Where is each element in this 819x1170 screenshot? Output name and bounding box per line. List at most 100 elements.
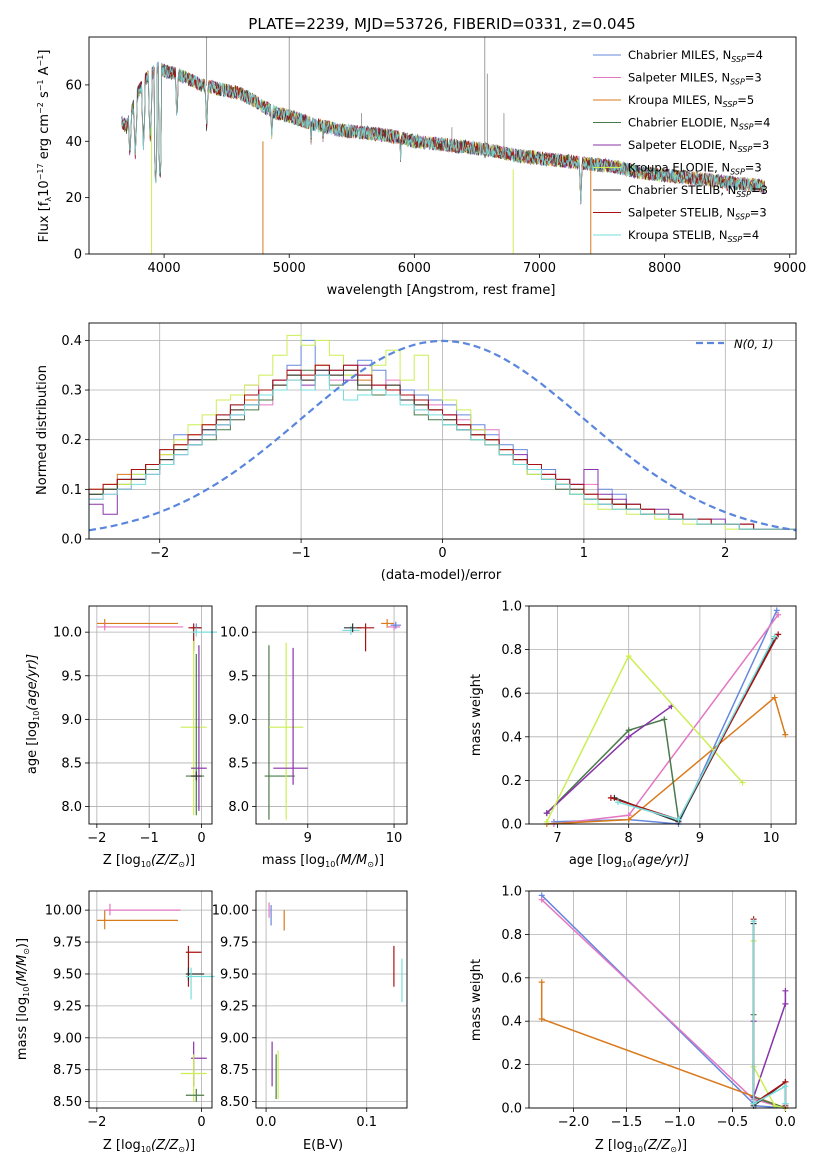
weight-marker-kroupa-stelib (675, 816, 682, 823)
mass_vs_Z-xtick-label: 0 (197, 1115, 205, 1130)
mass_vs_Z-axes: −2 0 8.50 8.75 9.00 9.25 9.50 9.75 10.00 (45, 891, 212, 1130)
weight_vs_Z-ytick-label: 0.2 (501, 1058, 522, 1073)
spectrum-ytick-label: 0 (74, 248, 82, 263)
weight-marker-kroupa-stelib (782, 1100, 789, 1107)
weight-marker-salpeter-miles (775, 611, 782, 618)
mass_vs_Z-ytick-label: 9.00 (53, 1031, 82, 1046)
weight-marker-chabrier-elodie (661, 716, 668, 723)
mass_vs_ebv-axes: 0.0 0.1 8.50 8.75 9.00 9.25 9.50 9.75 10.00 (212, 891, 407, 1130)
weight-marker-kroupa-stelib (750, 1100, 757, 1107)
weight-marker-salpeter-elodie (782, 987, 789, 994)
spectrum-xtick-label: 8000 (648, 261, 681, 276)
weight-line-kroupa-stelib (752, 921, 787, 1105)
weight_vs_age-ytick-label: 0.2 (501, 774, 522, 789)
weight-marker-kroupa-stelib (615, 799, 621, 806)
legend-subscript: SSP (738, 145, 753, 154)
weight-marker-kroupa-elodie (739, 779, 746, 786)
weight-vs-age-xlabel: age [log10(age/yr)] (569, 853, 689, 869)
age_vs_mass-axes: 9 10 8.0 8.5 9.0 9.5 10.0 (220, 606, 407, 846)
spectrum-xlabel: wavelength [Angstrom, rest frame] (327, 283, 556, 298)
legend-model: Chabrier MILES, N (628, 48, 731, 62)
weight-marker-kroupa-miles (771, 694, 778, 701)
figure-title: PLATE=2239, MJD=53726, FIBERID=0331, z=0… (248, 15, 635, 33)
residuals-xtick-label: −2 (150, 546, 169, 561)
weight-vs-age-panel: age [log10(age/yr)] mass weight 7 8 9 10 0.0… (469, 600, 797, 869)
legend-model: Kroupa STELIB, N (628, 228, 728, 242)
residuals-xtick-label: −1 (292, 546, 311, 561)
weight_vs_Z-frame (528, 890, 797, 1109)
mass-vs-ebv-panel: E(B-V) 0.0 0.1 8.50 8.75 9.00 9.25 9.50 9.75 10.… (212, 890, 408, 1153)
spectrum-axes: 4000 5000 6000 7000 8000 9000 0 20 40 60 (65, 78, 806, 276)
legend-model: Chabrier ELODIE, N (628, 116, 739, 130)
weight-marker-salpeter-stelib (775, 631, 782, 638)
legend-nssp: =3 (752, 138, 769, 152)
weight-marker-kroupa-miles (538, 979, 545, 986)
spectrum-xtick-label: 6000 (398, 261, 431, 276)
weight_vs_age-ytick-label: 0.6 (501, 687, 522, 702)
weight_vs_Z-ytick-label: 1.0 (501, 885, 522, 900)
weight_vs_age-lines (543, 607, 789, 827)
weight-line-chabrier-miles (553, 610, 778, 825)
residuals-xlabel: (data-model)/error (381, 568, 502, 583)
legend-subscript: SSP (728, 235, 743, 244)
legend-label-kroupa-stelib: Kroupa STELIB, NSSP=4 (628, 228, 759, 244)
mass_vs_Z-ytick-label: 8.50 (53, 1095, 82, 1110)
legend-nssp: =4 (754, 116, 771, 130)
mass_vs_ebv-frame (255, 890, 408, 1109)
weight-marker-salpeter-stelib (607, 794, 614, 801)
spectrum-ylabel: Flux [fλ10−17 erg cm−2 s−1 A−1] (36, 50, 53, 243)
legend-subscript: SSP (730, 168, 745, 177)
weight-marker-salpeter-miles (538, 896, 545, 903)
histogram-kroupa-elodie (88, 334, 797, 539)
legend-nssp: =3 (745, 71, 762, 85)
age_vs_Z-frame (88, 605, 213, 825)
age_vs_Z-xtick-label: 0 (197, 831, 205, 846)
age-vs-metallicity-panel: Z [log10(Z/Z⊙)] age [log10(age/yr)] −2 −1… (25, 605, 218, 869)
weight_vs_age-xtick-label: 8 (625, 831, 633, 846)
legend-subscript: SSP (730, 78, 745, 87)
age-vs-mass-xlabel: mass [log10(M/M⊙)] (262, 853, 384, 869)
weight-vs-metallicity-xlabel: Z [log10(Z/Z⊙)] (595, 1138, 687, 1154)
mass_vs_ebv-ytick-label: 8.50 (220, 1095, 249, 1110)
legend-subscript: SSP (739, 123, 754, 132)
spectrum-line-kroupa-stelib (121, 61, 766, 204)
weight_vs_Z-ytick-label: 0.8 (501, 928, 522, 943)
weight_vs_Z-xtick-label: −1.0 (664, 1115, 696, 1130)
residuals-ytick-label: 0.0 (61, 533, 82, 548)
weight_vs_age-xtick-label: 7 (553, 831, 561, 846)
legend-model: Kroupa MILES, N (628, 93, 723, 107)
mass_vs_ebv-ytick-label: 10.00 (212, 904, 249, 919)
weight-vs-metallicity-panel: Z [log10(Z/Z⊙)] mass weight −2.0 −1.5 −1.0… (469, 885, 797, 1154)
spectrum-ytick-label: 20 (65, 191, 82, 206)
mass-vs-metallicity-ylabel: mass [log10(M/M⊙)] (15, 938, 31, 1060)
mass_vs_Z-frame (88, 890, 213, 1109)
legend-nssp: =3 (745, 161, 762, 175)
weight-vs-metallicity-ylabel: mass weight (469, 959, 484, 1041)
age_vs_Z-ytick-label: 8.0 (61, 800, 82, 815)
weight_vs_Z-ytick-label: 0.4 (501, 1015, 522, 1030)
gaussian-curve (88, 339, 797, 532)
weight-marker-kroupa-miles (538, 1016, 545, 1023)
age-vs-metallicity-xlabel: Z [log10(Z/Z⊙)] (103, 853, 195, 869)
mass_vs_ebv-ytick-label: 9.00 (220, 1031, 249, 1046)
residuals-histograms (88, 334, 797, 539)
mass_vs_ebv-ytick-label: 9.25 (220, 999, 249, 1014)
weight_vs_age-ytick-label: 0.4 (501, 730, 522, 745)
weight_vs_age-xtick-label: 9 (696, 831, 704, 846)
age_vs_mass-xtick-label: 9 (304, 831, 312, 846)
mass-vs-ebv-xlabel: E(B-V) (303, 1138, 343, 1153)
legend-label-salpeter-stelib: Salpeter STELIB, NSSP=3 (628, 206, 767, 222)
weight_vs_Z-ytick-label: 0.6 (501, 971, 522, 986)
spectrum-panel: wavelength [Angstrom, rest frame] Flux [… (36, 36, 806, 298)
mass_vs_ebv-ytick-label: 9.50 (220, 967, 249, 982)
mass-vs-metallicity-panel: Z [log10(Z/Z⊙)] mass [log10(M/M⊙)] −2 0 8.… (15, 890, 215, 1154)
age_vs_mass-ytick-label: 8.5 (228, 756, 249, 771)
legend-subscript: SSP (735, 213, 750, 222)
legend-subscript: SSP (731, 55, 746, 64)
weight_vs_Z-xtick-label: −0.5 (717, 1115, 749, 1130)
residuals-xtick-label: 0 (438, 546, 446, 561)
spectrum-lines (121, 37, 766, 254)
mass_vs_ebv-xtick-label: 0.0 (256, 1115, 277, 1130)
weight_vs_age-frame (528, 605, 797, 825)
